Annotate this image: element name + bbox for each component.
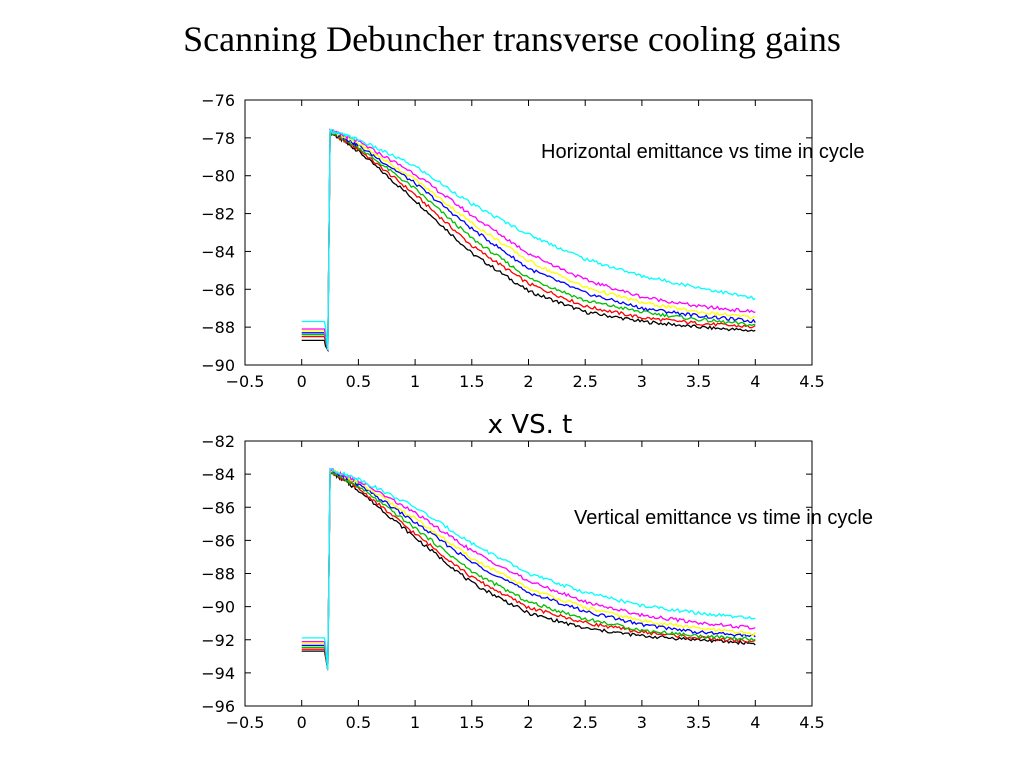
horizontal-emittance-plot: −0.5 0 0.5 1 1.5 2 2.5 3 3.5 4 4.5 −76 −78 −80 −82 −84 −…	[201, 91, 864, 391]
y-tick-label: −78	[201, 129, 235, 148]
x-tick-label: 2	[523, 713, 533, 732]
y-tick-label: −84	[201, 465, 235, 484]
y-tick-label: −80	[201, 167, 235, 186]
y-tick-label: −86	[201, 531, 235, 550]
x-tick-label: 3	[637, 713, 647, 732]
x-tick-label: 0	[297, 372, 307, 391]
x-tick-label: 4	[750, 713, 760, 732]
slide-title: Scanning Debuncher transverse cooling ga…	[183, 19, 841, 59]
vertical-emittance-plot: −0.5 0 0.5 1 1.5 2 2.5 3 3.5 4 4.5 −82 −84 −86 −86 −88 −…	[201, 432, 873, 732]
x-tick-label: 4.5	[799, 372, 824, 391]
y-tick-label: −86	[201, 498, 235, 517]
series-line-5	[301, 127, 756, 350]
series-line-2	[301, 131, 756, 351]
y-tick-label: −88	[201, 318, 235, 337]
plot-annotation: Horizontal emittance vs time in cycle	[541, 141, 864, 163]
x-tick-label: 1.5	[459, 372, 484, 391]
x-tick-label: 2.5	[572, 713, 597, 732]
y-tick-label: −96	[201, 697, 235, 716]
series-line-0	[301, 469, 756, 671]
x-tick-label: 0.5	[346, 372, 371, 391]
series-line-3	[301, 128, 756, 351]
y-tick-label: −76	[201, 91, 235, 110]
y-tick-label: −94	[201, 664, 235, 683]
series-line-2	[301, 469, 756, 671]
x-tick-label: 1.5	[459, 713, 484, 732]
plot-annotation: Vertical emittance vs time in cycle	[574, 507, 873, 529]
y-tick-label: −82	[201, 205, 235, 224]
y-tick-label: −84	[201, 242, 235, 261]
series-line-1	[301, 131, 756, 351]
series-line-3	[301, 467, 756, 671]
series-line-4	[301, 469, 756, 671]
series-line-6	[301, 128, 756, 350]
y-tick-label: −90	[201, 356, 235, 375]
x-tick-label: 1	[410, 713, 420, 732]
x-tick-label: 1	[410, 372, 420, 391]
series-line-1	[301, 468, 756, 671]
x-tick-label: 3.5	[686, 713, 711, 732]
series-line-0	[301, 130, 756, 353]
x-tick-label: 2.5	[572, 372, 597, 391]
x-tick-label: 4	[750, 372, 760, 391]
series-line-6	[301, 467, 756, 671]
x-tick-label: −0.5	[226, 713, 265, 732]
x-vs-t-label: x VS. t	[488, 410, 573, 440]
x-tick-label: 3.5	[686, 372, 711, 391]
y-tick-label: −82	[201, 432, 235, 451]
y-tick-label: −92	[201, 631, 235, 650]
x-tick-label: 4.5	[799, 713, 824, 732]
series-line-4	[301, 128, 756, 351]
y-tick-label: −86	[201, 280, 235, 299]
x-tick-label: 0	[297, 713, 307, 732]
y-tick-label: −88	[201, 565, 235, 584]
x-tick-label: 3	[637, 372, 647, 391]
x-tick-label: −0.5	[226, 372, 265, 391]
x-tick-label: 2	[523, 372, 533, 391]
series-line-5	[301, 467, 756, 671]
x-tick-label: 0.5	[346, 713, 371, 732]
y-tick-label: −90	[201, 598, 235, 617]
